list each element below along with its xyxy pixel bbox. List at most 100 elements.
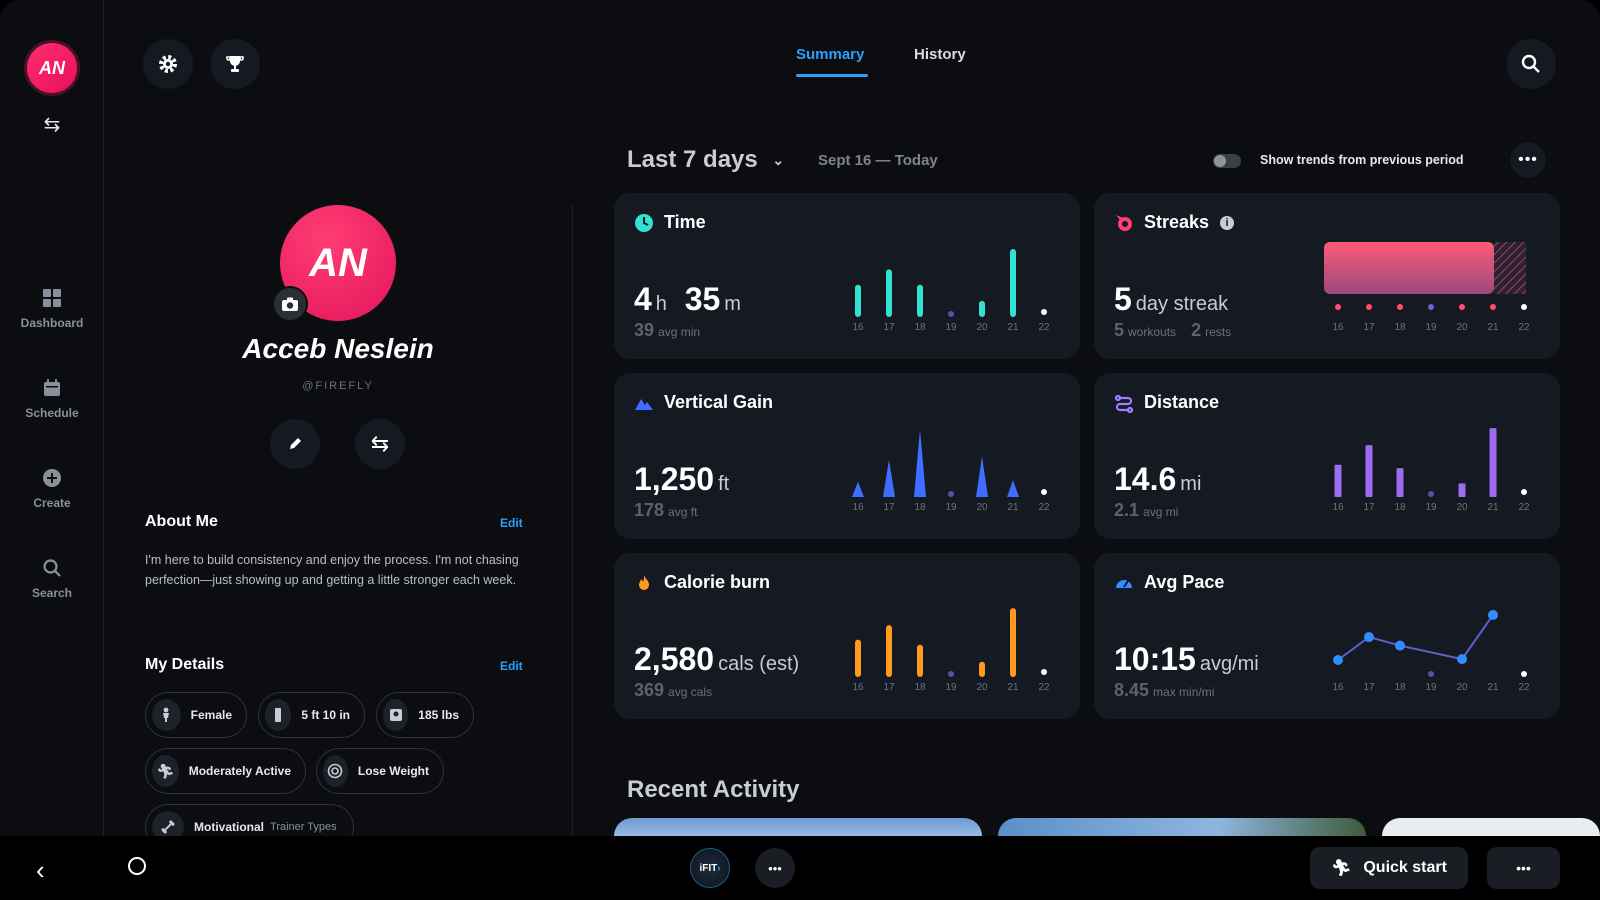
- hours-value: 4: [634, 281, 652, 317]
- card-subvalue: 2.1 avg mi: [1114, 500, 1178, 521]
- activity-thumbnail[interactable]: [998, 818, 1366, 838]
- settings-button[interactable]: [143, 39, 193, 89]
- swap-icon: ⇆: [370, 431, 390, 456]
- card-avg-pace[interactable]: Avg Pace 10:15 avg/mi 8.45 max min/mi 16 17…: [1094, 553, 1560, 719]
- detail-pill-gender[interactable]: Female: [145, 692, 247, 738]
- day-tick-label: 21: [1487, 322, 1499, 333]
- day-tick-label: 16: [852, 322, 864, 333]
- chart-bar: [1365, 445, 1373, 497]
- activity-thumbnail[interactable]: [614, 818, 982, 838]
- pill-label: Female: [190, 708, 232, 722]
- pace-point: [1457, 654, 1467, 665]
- chart-bar: [979, 300, 985, 317]
- day-tick-label: 20: [976, 682, 988, 693]
- detail-pill-goal[interactable]: Lose Weight: [316, 748, 444, 794]
- empty-day-dot: [1041, 309, 1047, 315]
- tab-history[interactable]: History: [914, 46, 966, 63]
- avg-value: 178: [634, 500, 665, 520]
- day-tick-label: 18: [1394, 682, 1406, 693]
- minutes-value: 35: [684, 281, 721, 317]
- day-tick-label: 22: [1518, 502, 1530, 513]
- bottom-more-button[interactable]: •••: [1487, 847, 1560, 889]
- trends-toggle[interactable]: [1213, 154, 1241, 168]
- speedometer-icon: [1116, 580, 1132, 588]
- switch-account-icon[interactable]: ⇆: [43, 114, 61, 136]
- info-icon[interactable]: i: [1220, 216, 1235, 231]
- chart-bar: [1458, 483, 1466, 497]
- empty-day-dot: [948, 671, 954, 677]
- card-vertical-gain[interactable]: Vertical Gain 1,250 ft 178 avg ft 16 17 18 19…: [614, 373, 1080, 539]
- detail-pill-activity[interactable]: 🏃︎ Moderately Active: [145, 748, 306, 794]
- streak-chart: 16 17 18 19 20 21 22: [1324, 242, 1530, 333]
- back-icon[interactable]: ‹: [36, 855, 45, 885]
- card-title: Vertical Gain: [664, 392, 774, 412]
- change-photo-button[interactable]: [272, 286, 308, 322]
- day-tick-label: 19: [945, 682, 957, 693]
- quick-start-label: Quick start: [1363, 859, 1447, 876]
- switch-profile-button[interactable]: ⇆: [355, 419, 405, 469]
- tab-summary[interactable]: Summary: [796, 46, 865, 63]
- edit-profile-button[interactable]: [270, 419, 320, 469]
- calorie-chart: 16 17 18 19 20 21 22: [852, 608, 1050, 693]
- card-calorie-burn[interactable]: Calorie burn 2,580 cals (est) 369 avg cals…: [614, 553, 1080, 719]
- day-tick-label: 16: [852, 502, 864, 513]
- details-edit-link[interactable]: Edit: [500, 659, 523, 673]
- nav-search[interactable]: Search: [0, 558, 104, 600]
- scale-icon: [383, 699, 409, 731]
- detail-pill-height[interactable]: 5 ft 10 in: [258, 692, 365, 738]
- chevron-right-icon: ›: [717, 862, 721, 874]
- day-tick-label: 21: [1007, 682, 1019, 693]
- pill-label: Moderately Active: [188, 764, 291, 778]
- home-icon[interactable]: [128, 857, 146, 875]
- nav-label: Create: [33, 496, 71, 510]
- streak-day-dot: [1459, 304, 1465, 310]
- activity-thumbnail[interactable]: [1382, 818, 1600, 838]
- apps-more-button[interactable]: •••: [755, 848, 795, 888]
- achievements-button[interactable]: [210, 39, 260, 89]
- chart-bar: [1010, 608, 1016, 677]
- chart-bar: [914, 429, 926, 497]
- empty-day-dot: [1521, 489, 1527, 495]
- nav-create[interactable]: Create: [0, 468, 104, 510]
- nav-schedule[interactable]: Schedule: [0, 378, 104, 420]
- card-subvalue: 8.45 max min/mi: [1114, 680, 1214, 701]
- date-range: Sept 16 — Today: [818, 152, 938, 169]
- streak-unit: day streak: [1135, 293, 1229, 315]
- rail-avatar[interactable]: AN: [24, 40, 80, 96]
- card-streaks[interactable]: Streaks i 5 day streak 5 workouts 2 rests 1…: [1094, 193, 1560, 359]
- person-icon: [152, 699, 181, 731]
- summary-more-button[interactable]: •••: [1510, 142, 1546, 178]
- vertical-chart: 16 17 18 19 20 21 22: [852, 429, 1050, 513]
- day-tick-label: 22: [1518, 682, 1530, 693]
- top-search-button[interactable]: [1506, 39, 1556, 89]
- card-title: Calorie burn: [664, 572, 771, 592]
- card-distance[interactable]: Distance 14.6 mi 2.1 avg mi 16 17 18 19 20 21 22: [1094, 373, 1560, 539]
- profile-name: Acceb Neslein: [242, 333, 434, 364]
- day-tick-label: 17: [1363, 322, 1375, 333]
- chart-bar: [1334, 464, 1342, 497]
- day-tick-label: 16: [852, 682, 864, 693]
- day-tick-label: 22: [1038, 682, 1050, 693]
- quick-start-button[interactable]: 🏃︎ Quick start: [1310, 847, 1468, 889]
- trends-toggle-label: Show trends from previous period: [1260, 153, 1464, 167]
- ifit-logo[interactable]: iFIT ›: [690, 848, 730, 888]
- flame-badge-icon: [1116, 215, 1132, 231]
- day-tick-label: 20: [1456, 502, 1468, 513]
- about-edit-link[interactable]: Edit: [500, 516, 523, 530]
- day-tick-label: 19: [1425, 322, 1437, 333]
- pace-point: [1364, 632, 1374, 643]
- chart-bar: [976, 456, 988, 497]
- pill-label: Motivational: [194, 820, 265, 834]
- empty-day-dot: [1521, 671, 1527, 677]
- nav-dashboard[interactable]: Dashboard: [0, 288, 104, 330]
- period-selector[interactable]: Last 7 days ⌄: [627, 146, 784, 174]
- streak-day-dot: [1521, 304, 1527, 310]
- day-tick-label: 21: [1007, 322, 1019, 333]
- pace-value: 10:15: [1114, 641, 1196, 677]
- day-tick-label: 17: [1363, 502, 1375, 513]
- detail-pill-weight[interactable]: 185 lbs: [376, 692, 474, 738]
- streak-day-dot: [1490, 304, 1496, 310]
